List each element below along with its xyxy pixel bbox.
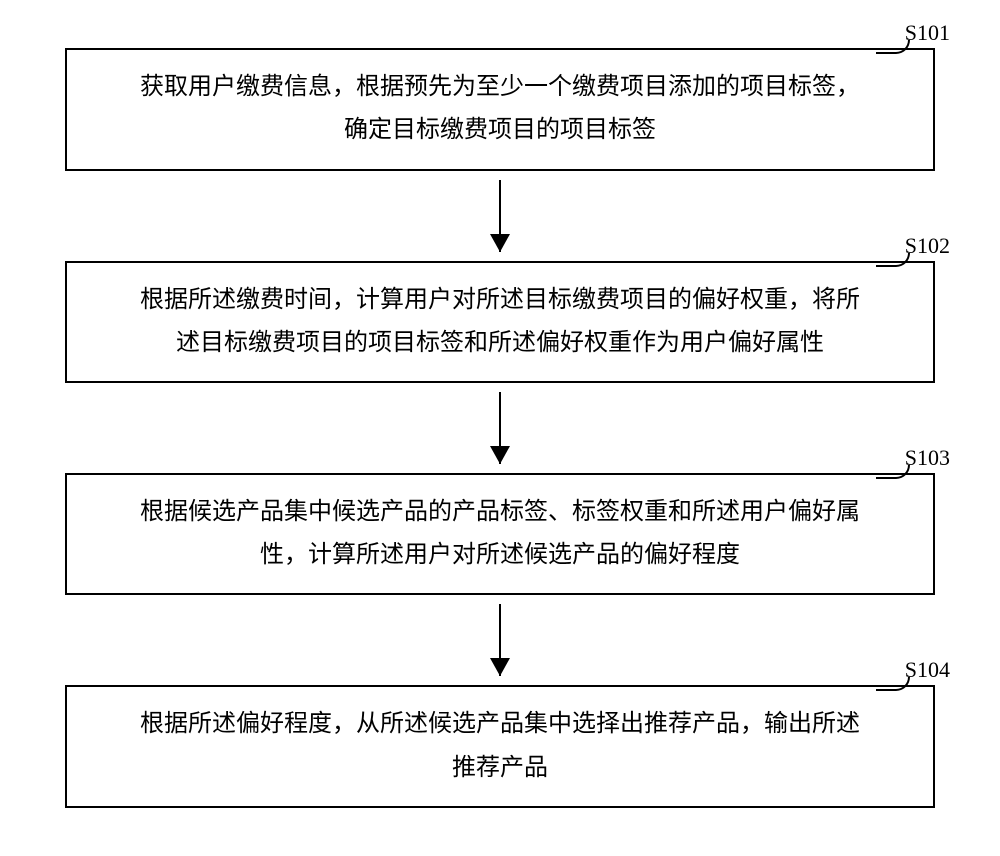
- arrow-line: [499, 604, 501, 676]
- step-text-2a: 根据所述缴费时间，计算用户对所述目标缴费项目的偏好权重，将所: [140, 287, 860, 313]
- step-text-1a: 获取用户缴费信息，根据预先为至少一个缴费项目添加的项目标签，: [140, 74, 860, 100]
- step-text-3a: 根据候选产品集中候选产品的产品标签、标签权重和所述用户偏好属: [140, 499, 860, 525]
- step-text-2b: 述目标缴费项目的项目标签和所述偏好权重作为用户偏好属性: [176, 330, 824, 356]
- step-wrap-3: S103 根据候选产品集中候选产品的产品标签、标签权重和所述用户偏好属 性，计算…: [50, 473, 950, 595]
- step-text-3b: 性，计算所述用户对所述候选产品的偏好程度: [260, 542, 740, 568]
- arrow-head-icon: [490, 234, 510, 252]
- step-text-4a: 根据所述偏好程度，从所述候选产品集中选择出推荐产品，输出所述: [140, 711, 860, 737]
- step-label-2: S102: [905, 233, 950, 259]
- step-box-2: 根据所述缴费时间，计算用户对所述目标缴费项目的偏好权重，将所 述目标缴费项目的项…: [65, 261, 935, 383]
- step-label-1: S101: [905, 20, 950, 46]
- step-wrap-2: S102 根据所述缴费时间，计算用户对所述目标缴费项目的偏好权重，将所 述目标缴…: [50, 261, 950, 383]
- flowchart-container: S101 获取用户缴费信息，根据预先为至少一个缴费项目添加的项目标签， 确定目标…: [50, 18, 950, 838]
- arrow-head-icon: [490, 658, 510, 676]
- arrow-2: [50, 383, 950, 473]
- step-box-1: 获取用户缴费信息，根据预先为至少一个缴费项目添加的项目标签， 确定目标缴费项目的…: [65, 48, 935, 170]
- arrow-1: [50, 171, 950, 261]
- arrow-3: [50, 595, 950, 685]
- arrow-line: [499, 392, 501, 464]
- step-box-3: 根据候选产品集中候选产品的产品标签、标签权重和所述用户偏好属 性，计算所述用户对…: [65, 473, 935, 595]
- step-wrap-4: S104 根据所述偏好程度，从所述候选产品集中选择出推荐产品，输出所述 推荐产品: [50, 685, 950, 807]
- arrow-head-icon: [490, 446, 510, 464]
- step-wrap-1: S101 获取用户缴费信息，根据预先为至少一个缴费项目添加的项目标签， 确定目标…: [50, 48, 950, 170]
- step-text-4b: 推荐产品: [452, 755, 548, 781]
- step-label-4: S104: [905, 657, 950, 683]
- arrow-line: [499, 180, 501, 252]
- step-box-4: 根据所述偏好程度，从所述候选产品集中选择出推荐产品，输出所述 推荐产品: [65, 685, 935, 807]
- step-label-3: S103: [905, 445, 950, 471]
- step-text-1b: 确定目标缴费项目的项目标签: [344, 117, 656, 143]
